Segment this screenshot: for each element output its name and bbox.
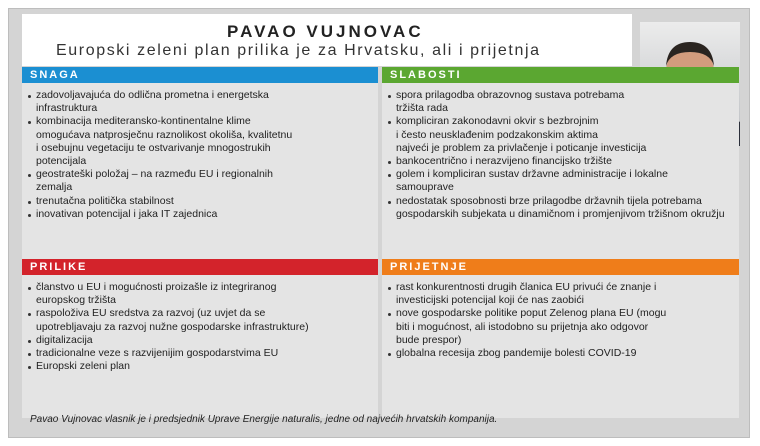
section-title: PRIJETNJE [382,259,739,275]
bullet-text: i osebujnu vegetaciju te ostvarivanje mn… [36,141,271,154]
bullet-text: inovativan potencijal i jaka IT zajednic… [36,207,218,220]
bullet-item: Europski zeleni plan [22,360,378,373]
bullet-text: trenutačna politička stabilnost [36,194,174,207]
bullet-item: inovativan potencijal i jaka IT zajednic… [22,208,378,221]
bullet-text: i često neusklađenim podzakonskim aktima [396,128,598,141]
bullet-text: bude prespor) [396,333,462,346]
bullet-item: članstvo u EU i mogućnosti proizašle iz … [22,281,378,307]
section-opportunities: PRILIKE članstvo u EU i mogućnosti proiza… [22,259,378,418]
bullet-text: rast konkurentnosti drugih članica EU pr… [396,281,657,293]
bullet-text: geostrateški položaj – na razmeđu EU i r… [36,168,273,181]
section-strengths: SNAGA zadovoljavajuća do odlična prometna… [22,67,378,267]
bullet-text: samouprave [396,181,454,194]
section-body: rast konkurentnosti drugih članica EU pr… [382,275,739,418]
bullet-text: spora prilagodba obrazovnog sustava potr… [396,89,625,101]
subtitle: Europski zeleni plan prilika je za Hrvat… [56,42,541,59]
bullet-text: bankocentrično i nerazvijeno financijsko… [396,155,612,168]
bullet-text: nove gospodarske politike poput Zelenog … [396,307,667,320]
bullet-item: geostrateški položaj – na razmeđu EU i r… [22,168,378,194]
bullet-text: omogućava natprosječnu raznolikost okoli… [36,128,293,141]
section-body: zadovoljavajuća do odlična prometna i en… [22,83,378,267]
bullet-item: raspoloživa EU sredstva za razvoj (uz uv… [22,307,378,333]
bullet-text: infrastruktura [36,102,98,115]
bullet-text: zemalja [36,181,73,194]
bullet-text: članstvo u EU i mogućnosti proizašle iz … [36,281,277,293]
bullet-item: bankocentrično i nerazvijeno financijsko… [382,155,739,168]
section-threats: PRIJETNJE rast konkurentnosti drugih član… [382,259,739,418]
bullet-text: digitalizacija [36,333,93,346]
bullet-text: globalna recesija zbog pandemije bolesti… [396,347,637,360]
section-title: SLABOSTI [382,67,739,83]
bullet-text: potencijala [36,155,87,168]
bullet-item: zadovoljavajuća do odlična prometna i en… [22,89,378,115]
section-title: PRILIKE [22,259,378,275]
bullet-text: tržišta rada [396,102,448,115]
bullet-text: golem i kompliciran sustav državne admin… [396,168,668,181]
bullet-text: gospodarskih subjekata u dinamičnom i pr… [396,207,725,220]
bullet-text: Europski zeleni plan [36,360,130,373]
bullet-item: rast konkurentnosti drugih članica EU pr… [382,281,739,307]
header [22,14,632,66]
bullet-text: nedostatak sposobnosti brze prilagodbe d… [396,194,702,207]
section-body: spora prilagodba obrazovnog sustava potr… [382,83,739,267]
bullet-text: kombinacija mediteransko-kontinentalne k… [36,115,251,128]
bullet-item: golem i kompliciran sustav državne admin… [382,168,739,194]
bullet-text: zadovoljavajuća do odlična prometna i en… [36,89,269,101]
bullet-item: kompliciran zakonodavni okvir s bezbrojn… [382,115,739,155]
bullet-text: biti i mogućnost, ali istodobno su prije… [396,320,649,333]
bullet-text: tradicionalne veze s razvijenijim gospod… [36,347,279,360]
bullet-text: kompliciran zakonodavni okvir s bezbrojn… [396,115,599,128]
bullet-item: trenutačna politička stabilnost [22,195,378,208]
section-weaknesses: SLABOSTI spora prilagodba obrazovnog sust… [382,67,739,267]
bullet-text: najveći je problem za privlačenje i poti… [396,141,647,154]
bullet-item: kombinacija mediteransko-kontinentalne k… [22,115,378,168]
section-title: SNAGA [22,67,378,83]
bullet-text: upotrebljavaju za razvoj nužne gospodars… [36,320,309,333]
bullet-item: digitalizacija [22,334,378,347]
bullet-item: nove gospodarske politike poput Zelenog … [382,307,739,347]
title: PAVAO VUJNOVAC [227,22,424,41]
section-body: članstvo u EU i mogućnosti proizašle iz … [22,275,378,418]
bullet-item: spora prilagodba obrazovnog sustava potr… [382,89,739,115]
bullet-item: tradicionalne veze s razvijenijim gospod… [22,347,378,360]
bullet-text: europskog tržišta [36,294,116,307]
bullet-text: raspoloživa EU sredstva za razvoj (uz uv… [36,307,266,320]
bullet-item: globalna recesija zbog pandemije bolesti… [382,347,739,360]
footer-caption: Pavao Vujnovac vlasnik je i predsjednik … [30,414,498,425]
bullet-text: investicijski potencijal koji će nas zao… [396,294,584,307]
bullet-item: nedostatak sposobnosti brze prilagodbe d… [382,195,739,221]
